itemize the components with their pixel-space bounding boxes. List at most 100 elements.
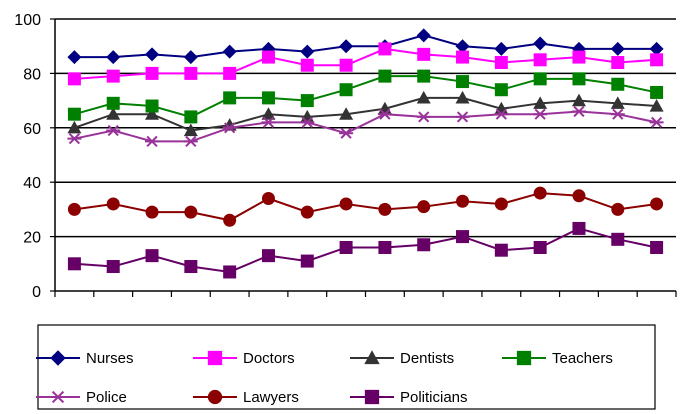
data-point-doctors	[378, 42, 392, 56]
data-point-police	[145, 135, 160, 148]
data-point-politicians	[223, 265, 237, 279]
series-police	[67, 105, 664, 148]
series-teachers	[67, 69, 664, 124]
data-point-doctors	[223, 66, 237, 80]
legend-marker-police	[50, 390, 66, 404]
data-point-nurses	[67, 50, 82, 65]
data-point-lawyers	[145, 205, 159, 219]
data-point-doctors	[106, 69, 120, 83]
legend-label-nurses: Nurses	[86, 350, 134, 367]
data-point-politicians	[378, 240, 392, 254]
y-tick-label: 80	[23, 66, 41, 83]
legend-label-doctors: Doctors	[243, 350, 295, 367]
legend-item-police: Police	[36, 389, 127, 406]
data-point-dentists	[106, 107, 121, 120]
legend-item-lawyers: Lawyers	[193, 389, 299, 406]
data-point-teachers	[417, 69, 431, 83]
data-point-teachers	[456, 75, 470, 89]
data-point-politicians	[339, 240, 353, 254]
data-point-dentists	[649, 99, 664, 112]
legend: Nurses Doctors Dentists Teachers Police Lawye…	[36, 324, 656, 410]
data-point-politicians	[261, 249, 275, 263]
data-point-politicians	[67, 257, 81, 271]
data-point-nurses	[455, 39, 470, 54]
legend-marker-teachers	[516, 350, 532, 366]
series-doctors	[67, 42, 664, 86]
data-point-lawyers	[650, 197, 664, 211]
data-point-lawyers	[533, 186, 547, 200]
data-point-politicians	[417, 238, 431, 252]
data-point-police	[261, 116, 276, 128]
data-point-doctors	[145, 66, 159, 80]
data-point-doctors	[417, 47, 431, 61]
data-point-teachers	[184, 110, 198, 124]
data-point-police	[649, 116, 664, 128]
data-point-teachers	[650, 85, 664, 99]
data-point-police	[339, 127, 354, 139]
legend-label-police: Police	[86, 389, 127, 406]
data-point-dentists	[67, 120, 82, 134]
legend-label-lawyers: Lawyers	[243, 389, 299, 406]
data-point-police	[183, 135, 198, 148]
data-point-police	[377, 108, 392, 120]
series-line-dentists	[74, 96, 657, 132]
series-dentists	[67, 90, 664, 137]
data-point-nurses	[145, 47, 160, 62]
data-point-dentists	[610, 96, 625, 109]
data-point-nurses	[416, 28, 431, 43]
data-point-police	[455, 111, 470, 123]
data-point-police	[610, 108, 625, 120]
data-point-politicians	[300, 254, 314, 268]
data-point-teachers	[223, 91, 237, 105]
y-tick-label: 100	[14, 12, 41, 29]
series-layer	[67, 28, 664, 279]
data-point-politicians	[650, 240, 664, 254]
data-point-doctors	[456, 50, 470, 64]
data-point-nurses	[610, 41, 625, 56]
data-point-lawyers	[261, 192, 275, 206]
data-point-dentists	[183, 123, 198, 137]
data-point-teachers	[67, 107, 81, 121]
data-point-lawyers	[456, 194, 470, 208]
data-point-nurses	[300, 44, 315, 59]
series-lawyers	[67, 186, 664, 227]
legend-marker-dentists	[364, 350, 380, 365]
data-point-politicians	[145, 249, 159, 263]
y-tick-label: 60	[23, 121, 41, 138]
data-point-doctors	[572, 50, 586, 64]
data-point-teachers	[572, 72, 586, 86]
legend-marker-politicians	[364, 389, 380, 405]
legend-item-nurses: Nurses	[36, 350, 134, 367]
series-line-doctors	[74, 47, 657, 80]
series-line-nurses	[74, 34, 657, 59]
data-point-dentists	[339, 107, 354, 120]
series-line-politicians	[74, 227, 657, 273]
y-tick-label: 0	[32, 284, 41, 301]
data-point-teachers	[300, 94, 314, 108]
data-point-politicians	[611, 232, 625, 246]
data-point-doctors	[300, 58, 314, 72]
data-point-doctors	[261, 50, 275, 64]
data-point-police	[300, 116, 315, 128]
series-politicians	[67, 221, 664, 279]
data-point-teachers	[611, 77, 625, 91]
data-point-lawyers	[300, 205, 314, 219]
data-point-politicians	[456, 230, 470, 244]
data-point-politicians	[106, 260, 120, 274]
legend-item-teachers: Teachers	[502, 350, 613, 367]
data-point-teachers	[378, 69, 392, 83]
legend-box	[37, 324, 656, 410]
y-axis-ticks: 0 20 40 60 80 100	[14, 12, 55, 301]
data-point-lawyers	[106, 197, 120, 211]
data-point-politicians	[184, 260, 198, 274]
legend-label-dentists: Dentists	[400, 350, 454, 367]
data-point-nurses	[533, 36, 548, 51]
data-point-doctors	[650, 53, 664, 67]
data-point-police	[571, 105, 586, 118]
data-point-teachers	[106, 96, 120, 110]
data-point-doctors	[184, 66, 198, 80]
legend-marker-lawyers	[207, 389, 223, 405]
legend-label-politicians: Politicians	[400, 389, 468, 406]
data-point-teachers	[494, 83, 508, 97]
series-line-teachers	[74, 75, 657, 118]
